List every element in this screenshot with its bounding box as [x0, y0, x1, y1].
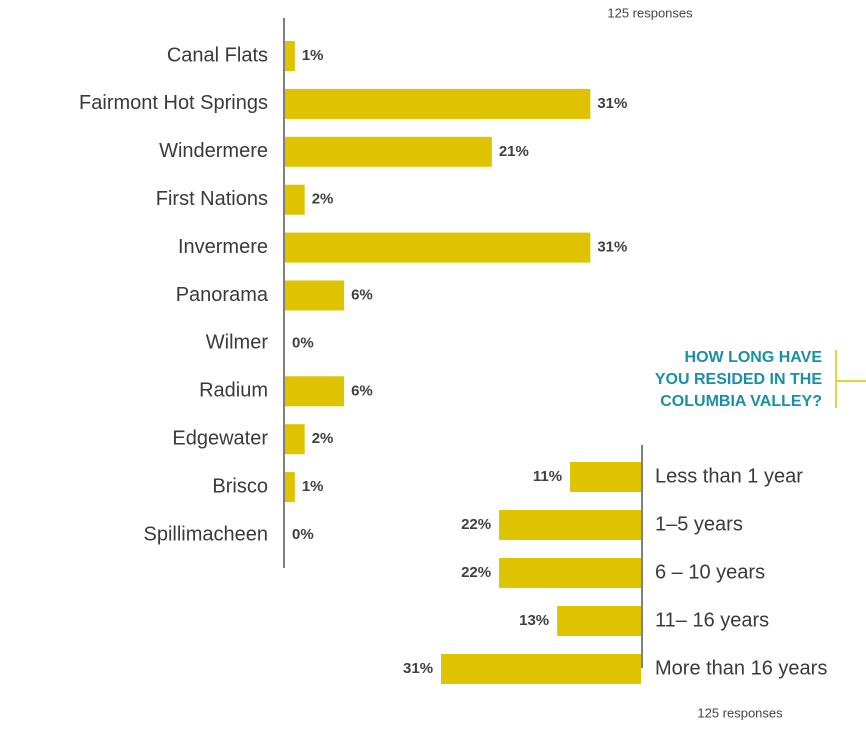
bar — [499, 558, 641, 588]
category-label: Spillimacheen — [143, 523, 268, 545]
category-label: 6 – 10 years — [655, 561, 765, 583]
value-label: 0% — [292, 334, 314, 351]
value-label: 31% — [403, 660, 433, 677]
value-label: 22% — [461, 564, 491, 581]
value-label: 6% — [351, 286, 373, 303]
chart-title: COLUMBIA VALLEY? — [660, 393, 822, 410]
bar — [441, 654, 641, 684]
category-label: Edgewater — [172, 427, 268, 449]
bar — [285, 472, 295, 503]
bar — [285, 41, 295, 71]
bar — [570, 462, 641, 492]
bar — [285, 184, 305, 215]
category-label: First Nations — [156, 188, 268, 210]
value-label: 11% — [533, 468, 562, 485]
note: 125 responses — [607, 5, 693, 20]
category-label: Wilmer — [206, 332, 269, 354]
value-label: 2% — [312, 430, 334, 447]
category-label: Fairmont Hot Springs — [79, 92, 268, 114]
category-label: Brisco — [212, 475, 268, 497]
bar — [285, 232, 591, 263]
category-label: More than 16 years — [655, 657, 827, 679]
value-label: 22% — [461, 516, 491, 533]
value-label: 1% — [302, 478, 324, 495]
value-label: 21% — [499, 143, 529, 160]
value-label: 6% — [351, 382, 373, 399]
category-label: 11– 16 years — [655, 609, 769, 631]
bar — [285, 88, 591, 119]
category-label: Panorama — [176, 284, 269, 306]
category-label: Invermere — [178, 236, 268, 258]
category-label: Windermere — [159, 140, 268, 162]
bar — [499, 510, 641, 540]
category-label: Less than 1 year — [655, 465, 803, 487]
bar — [285, 280, 345, 311]
note: 125 responses — [697, 705, 783, 720]
bar — [557, 606, 641, 636]
value-label: 31% — [597, 95, 627, 112]
bar — [285, 424, 305, 455]
value-label: 13% — [519, 612, 549, 629]
bar — [285, 376, 345, 407]
value-label: 0% — [292, 526, 314, 543]
category-label: 1–5 years — [655, 513, 743, 535]
chart-title: HOW LONG HAVE — [685, 349, 823, 366]
value-label: 1% — [302, 47, 324, 64]
value-label: 31% — [597, 239, 627, 256]
bar — [285, 136, 492, 167]
category-label: Radium — [199, 380, 268, 402]
category-label: Canal Flats — [167, 44, 268, 66]
value-label: 2% — [312, 191, 334, 208]
chart-title: YOU RESIDED IN THE — [655, 371, 822, 388]
